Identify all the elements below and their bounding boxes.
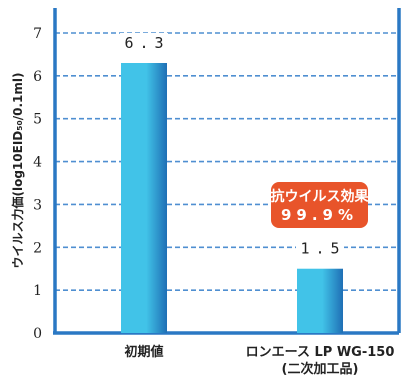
- grid-lines: [55, 32, 399, 291]
- x-category-label: ロンエース LP WG-150: [246, 345, 395, 360]
- y-tick-label: 2: [33, 240, 42, 256]
- value-label-bg: [296, 238, 344, 258]
- value-label: 1.5: [300, 240, 345, 258]
- x-category-label: 初期値: [124, 344, 163, 360]
- y-axis-label: ウイルス力価(log10EID₅₀/0.1ml): [10, 72, 25, 268]
- bar: [297, 268, 343, 333]
- y-tick-label: 1: [33, 283, 42, 299]
- y-tick-label: 5: [33, 112, 42, 128]
- y-tick-label: 3: [33, 197, 42, 213]
- bars: [121, 63, 343, 333]
- y-tick-label: 4: [33, 155, 42, 171]
- effect-badge: [271, 182, 368, 228]
- y-tick-label: 0: [33, 326, 42, 342]
- bar: [121, 63, 167, 333]
- x-category-label: (二次加工品): [282, 361, 359, 377]
- y-tick-label: 6: [33, 69, 42, 85]
- axes: [53, 8, 401, 335]
- y-tick-label: 7: [33, 26, 42, 42]
- value-label: 6.3: [124, 34, 169, 52]
- effect-badge-title: 抗ウイルス効果: [271, 188, 370, 205]
- effect-badge-value: 99.9%: [281, 206, 358, 224]
- value-label-bg: [120, 33, 168, 52]
- labels: 0 1 2 3 4 5 6 7 6.3 1.5 初期値 ロンエース LP WG-150(二次加工品) 抗…: [10, 26, 394, 377]
